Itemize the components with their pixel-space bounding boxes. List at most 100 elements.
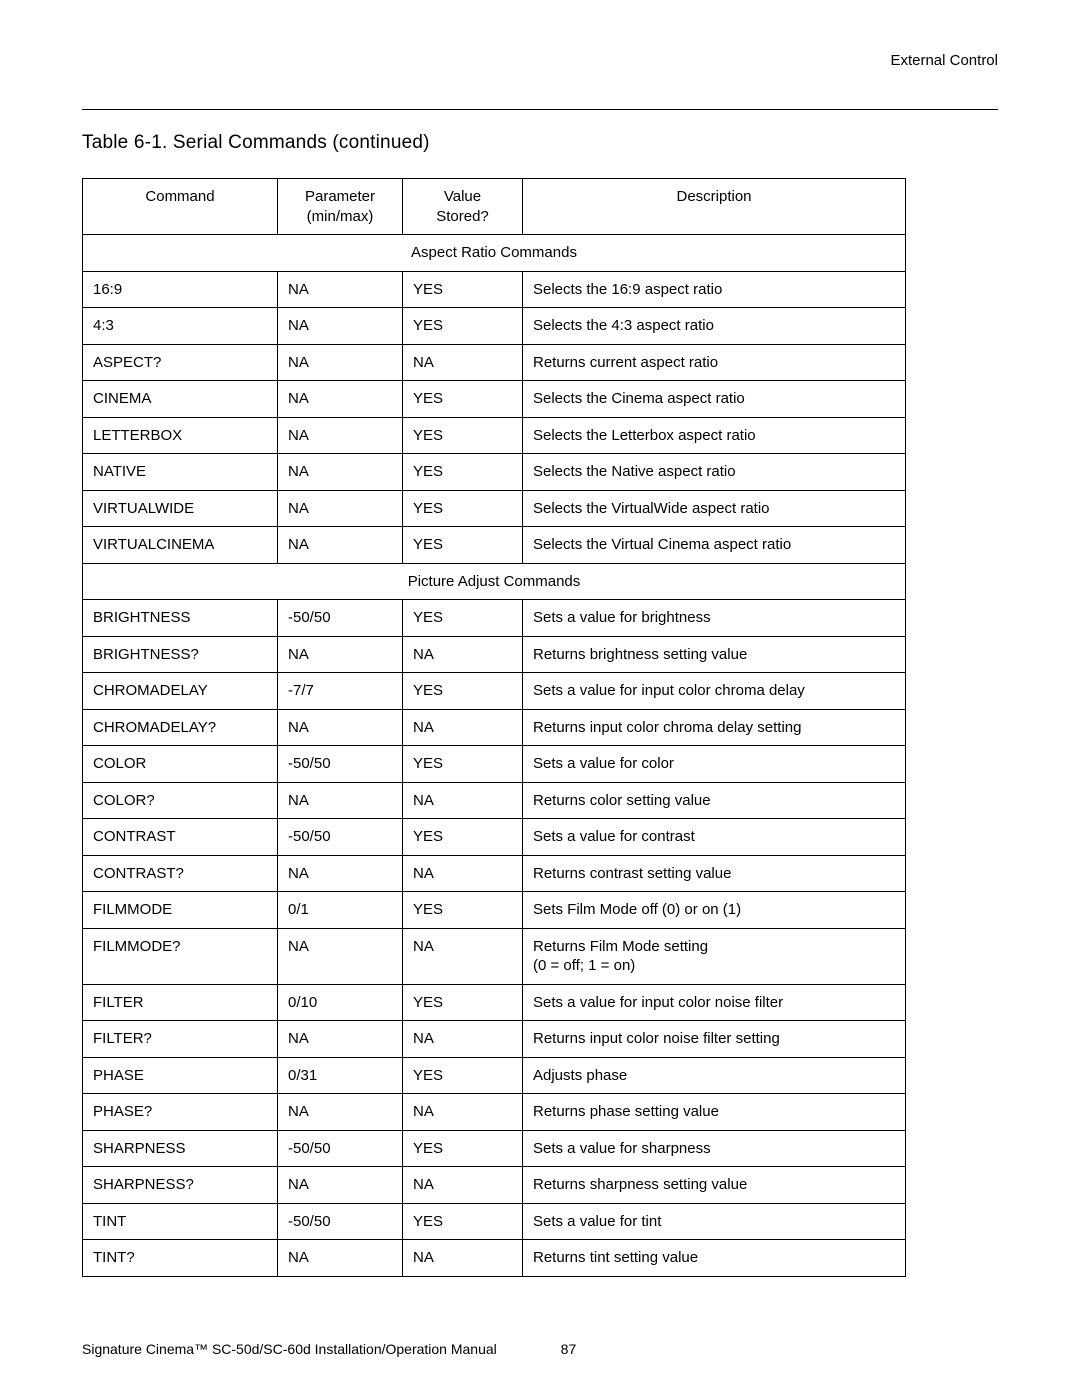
cell-desc: Returns phase setting value [523,1094,906,1131]
table-row: TINT?NANAReturns tint setting value [83,1240,906,1277]
cell-param: NA [278,1167,403,1204]
cell-param: -50/50 [278,600,403,637]
cell-param: 0/31 [278,1057,403,1094]
cell-param: NA [278,636,403,673]
cell-desc: Returns input color noise filter setting [523,1021,906,1058]
cell-cmd: CHROMADELAY? [83,709,278,746]
table-section-row: Aspect Ratio Commands [83,235,906,272]
cell-value: NA [403,1240,523,1277]
cell-value: YES [403,819,523,856]
cell-param: NA [278,1240,403,1277]
cell-param: -50/50 [278,746,403,783]
cell-desc: Returns color setting value [523,782,906,819]
cell-cmd: VIRTUALWIDE [83,490,278,527]
table-row: 16:9NAYESSelects the 16:9 aspect ratio [83,271,906,308]
table-section-label: Aspect Ratio Commands [83,235,906,272]
cell-value: YES [403,600,523,637]
cell-param: NA [278,271,403,308]
cell-value: NA [403,782,523,819]
cell-param: NA [278,709,403,746]
cell-value: YES [403,417,523,454]
cell-cmd: BRIGHTNESS [83,600,278,637]
cell-desc: Sets a value for tint [523,1203,906,1240]
cell-value: YES [403,1130,523,1167]
footer: Signature Cinema™ SC-50d/SC-60d Installa… [82,1341,576,1357]
table-row: CONTRAST-50/50YESSets a value for contra… [83,819,906,856]
cell-cmd: FILTER? [83,1021,278,1058]
cell-value: NA [403,855,523,892]
cell-cmd: CINEMA [83,381,278,418]
cell-cmd: PHASE? [83,1094,278,1131]
cell-cmd: CONTRAST [83,819,278,856]
cell-value: YES [403,527,523,564]
cell-param: NA [278,344,403,381]
cell-desc: Sets a value for color [523,746,906,783]
table-row: 4:3NAYESSelects the 4:3 aspect ratio [83,308,906,345]
cell-param: -7/7 [278,673,403,710]
table-row: NATIVENAYESSelects the Native aspect rat… [83,454,906,491]
cell-value: YES [403,984,523,1021]
table-row: BRIGHTNESS-50/50YESSets a value for brig… [83,600,906,637]
cell-param: NA [278,308,403,345]
table-row: VIRTUALWIDENAYESSelects the VirtualWide … [83,490,906,527]
cell-cmd: PHASE [83,1057,278,1094]
cell-cmd: NATIVE [83,454,278,491]
cell-param: NA [278,782,403,819]
cell-param: 0/10 [278,984,403,1021]
cell-cmd: COLOR? [83,782,278,819]
cell-value: NA [403,1167,523,1204]
table-row: CHROMADELAY-7/7YESSets a value for input… [83,673,906,710]
cell-param: -50/50 [278,819,403,856]
cell-cmd: COLOR [83,746,278,783]
table-row: FILMMODE?NANAReturns Film Mode setting(0… [83,928,906,984]
cell-param: -50/50 [278,1130,403,1167]
cell-cmd: CHROMADELAY [83,673,278,710]
cell-param: NA [278,1021,403,1058]
cell-value: YES [403,892,523,929]
header-right: External Control [82,52,998,69]
footer-page-number: 87 [561,1341,577,1357]
cell-cmd: CONTRAST? [83,855,278,892]
cell-cmd: FILMMODE? [83,928,278,984]
table-header-row: Command Parameter(min/max) ValueStored? … [83,179,906,235]
cell-param: NA [278,381,403,418]
cell-desc: Sets a value for input color noise filte… [523,984,906,1021]
cell-desc: Returns tint setting value [523,1240,906,1277]
table-title: Table 6-1. Serial Commands (continued) [82,132,998,154]
cell-desc: Returns Film Mode setting(0 = off; 1 = o… [523,928,906,984]
table-section-row: Picture Adjust Commands [83,563,906,600]
cell-cmd: ASPECT? [83,344,278,381]
cell-desc: Sets a value for brightness [523,600,906,637]
col-command: Command [83,179,278,235]
cell-param: -50/50 [278,1203,403,1240]
table-row: PHASE?NANAReturns phase setting value [83,1094,906,1131]
cell-value: NA [403,344,523,381]
cell-param: NA [278,527,403,564]
cell-desc: Selects the 4:3 aspect ratio [523,308,906,345]
cell-value: NA [403,1021,523,1058]
cell-cmd: FILMMODE [83,892,278,929]
cell-cmd: SHARPNESS [83,1130,278,1167]
cell-value: NA [403,709,523,746]
table-section-label: Picture Adjust Commands [83,563,906,600]
col-value: ValueStored? [403,179,523,235]
cell-param: 0/1 [278,892,403,929]
cell-desc: Returns contrast setting value [523,855,906,892]
cell-desc: Returns sharpness setting value [523,1167,906,1204]
table-row: VIRTUALCINEMANAYESSelects the Virtual Ci… [83,527,906,564]
cell-value: YES [403,454,523,491]
cell-desc: Selects the Native aspect ratio [523,454,906,491]
cell-cmd: BRIGHTNESS? [83,636,278,673]
table-row: FILMMODE0/1YESSets Film Mode off (0) or … [83,892,906,929]
col-parameter: Parameter(min/max) [278,179,403,235]
serial-commands-table: Command Parameter(min/max) ValueStored? … [82,178,906,1277]
cell-desc: Selects the Letterbox aspect ratio [523,417,906,454]
cell-value: YES [403,490,523,527]
cell-cmd: LETTERBOX [83,417,278,454]
table-row: CHROMADELAY?NANAReturns input color chro… [83,709,906,746]
cell-desc: Returns input color chroma delay setting [523,709,906,746]
table-row: TINT-50/50YESSets a value for tint [83,1203,906,1240]
divider [82,109,998,110]
cell-value: YES [403,308,523,345]
cell-cmd: 4:3 [83,308,278,345]
